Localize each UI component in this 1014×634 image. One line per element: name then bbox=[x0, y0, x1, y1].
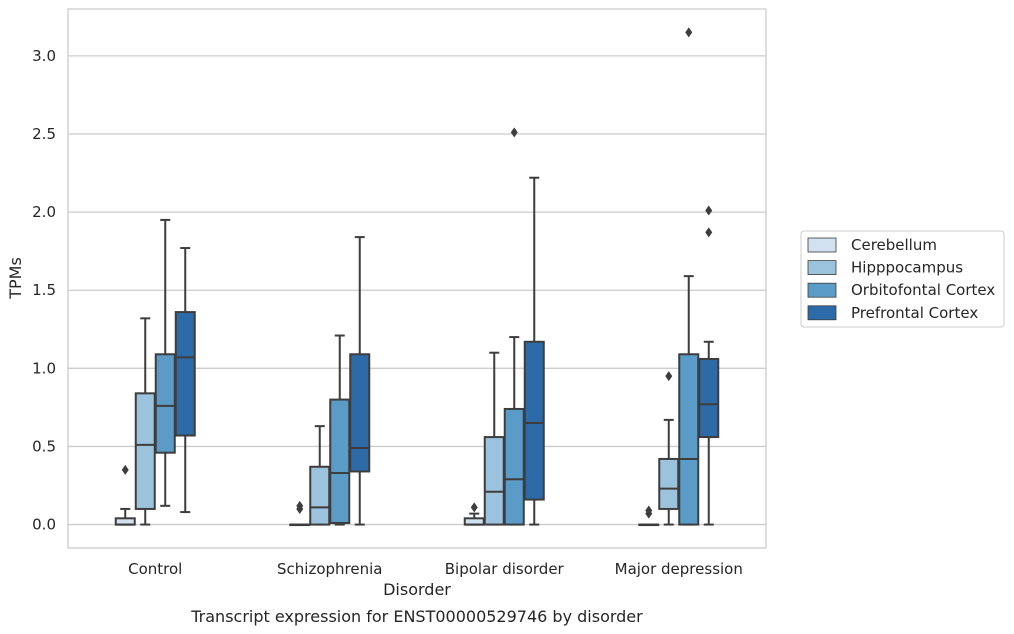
box-prefrontal-cortex bbox=[174, 247, 196, 514]
box-cerebellum bbox=[638, 505, 660, 527]
outlier-point bbox=[296, 500, 304, 511]
figure-caption: Transcript expression for ENST0000052974… bbox=[190, 607, 643, 626]
legend-swatch bbox=[807, 260, 837, 276]
outlier-point bbox=[121, 464, 129, 475]
box-orbitofontal-cortex bbox=[678, 27, 700, 526]
iqr-box bbox=[658, 457, 680, 510]
x-tick-label: Control bbox=[128, 560, 182, 578]
y-tick-label: 3.0 bbox=[32, 47, 56, 65]
legend-label: Prefrontal Cortex bbox=[851, 304, 978, 322]
legend-swatch bbox=[807, 237, 837, 253]
y-tick-label: 1.5 bbox=[32, 281, 56, 299]
legend-swatch bbox=[807, 305, 837, 321]
box-cerebellum bbox=[114, 464, 136, 526]
y-tick-label: 1.0 bbox=[32, 359, 56, 377]
iqr-box bbox=[523, 340, 545, 501]
box-orbitofontal-cortex bbox=[329, 334, 351, 526]
iqr-box bbox=[698, 357, 720, 439]
y-axis-title: TPMs bbox=[6, 257, 25, 300]
iqr-box bbox=[678, 353, 700, 526]
box-prefrontal-cortex bbox=[349, 236, 371, 526]
iqr-box bbox=[134, 392, 156, 510]
iqr-box bbox=[349, 353, 371, 473]
iqr-box bbox=[309, 465, 331, 526]
box-prefrontal-cortex bbox=[698, 205, 720, 526]
y-tick-label: 2.0 bbox=[32, 203, 56, 221]
outlier-point bbox=[685, 27, 693, 38]
y-tick-label: 0.0 bbox=[32, 516, 56, 534]
iqr-box bbox=[329, 398, 351, 525]
legend-label: Hipppocampus bbox=[851, 259, 963, 277]
y-tick-label: 2.5 bbox=[32, 125, 56, 143]
legend: Cerebellum Hipppocampus Orbitofontal Corte… bbox=[800, 230, 1005, 328]
box-hipppocampus bbox=[483, 351, 505, 526]
x-axis-title: Disorder bbox=[383, 580, 451, 599]
iqr-box bbox=[483, 436, 505, 526]
y-axis-ticks: 0.0 0.5 1.0 1.5 2.0 2.5 3.0 bbox=[32, 47, 56, 534]
outlier-point bbox=[470, 502, 478, 513]
iqr-box bbox=[174, 311, 196, 437]
iqr-box bbox=[154, 353, 176, 454]
legend-label: Orbitofontal Cortex bbox=[851, 281, 995, 299]
box-series bbox=[114, 27, 720, 527]
iqr-box bbox=[503, 407, 525, 526]
x-tick-label: Bipolar disorder bbox=[445, 560, 565, 578]
legend-label: Cerebellum bbox=[851, 236, 937, 254]
x-axis-ticks: Control Schizophrenia Bipolar disorder Majo… bbox=[128, 560, 743, 578]
legend-frame bbox=[800, 230, 1005, 328]
y-tick-label: 0.5 bbox=[32, 437, 56, 455]
outlier-point bbox=[705, 205, 713, 216]
outlier-point bbox=[705, 227, 713, 238]
outlier-point bbox=[665, 371, 673, 382]
box-hipppocampus bbox=[309, 425, 331, 526]
x-tick-label: Major depression bbox=[615, 560, 743, 578]
x-tick-label: Schizophrenia bbox=[277, 560, 382, 578]
box-prefrontal-cortex bbox=[523, 176, 545, 526]
legend-swatch bbox=[807, 282, 837, 298]
outlier-point bbox=[510, 127, 518, 138]
outlier-point bbox=[645, 505, 653, 516]
